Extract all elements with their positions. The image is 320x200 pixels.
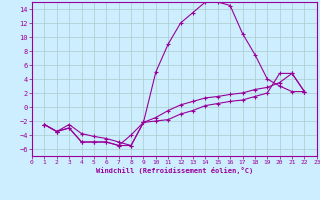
X-axis label: Windchill (Refroidissement éolien,°C): Windchill (Refroidissement éolien,°C) bbox=[96, 167, 253, 174]
